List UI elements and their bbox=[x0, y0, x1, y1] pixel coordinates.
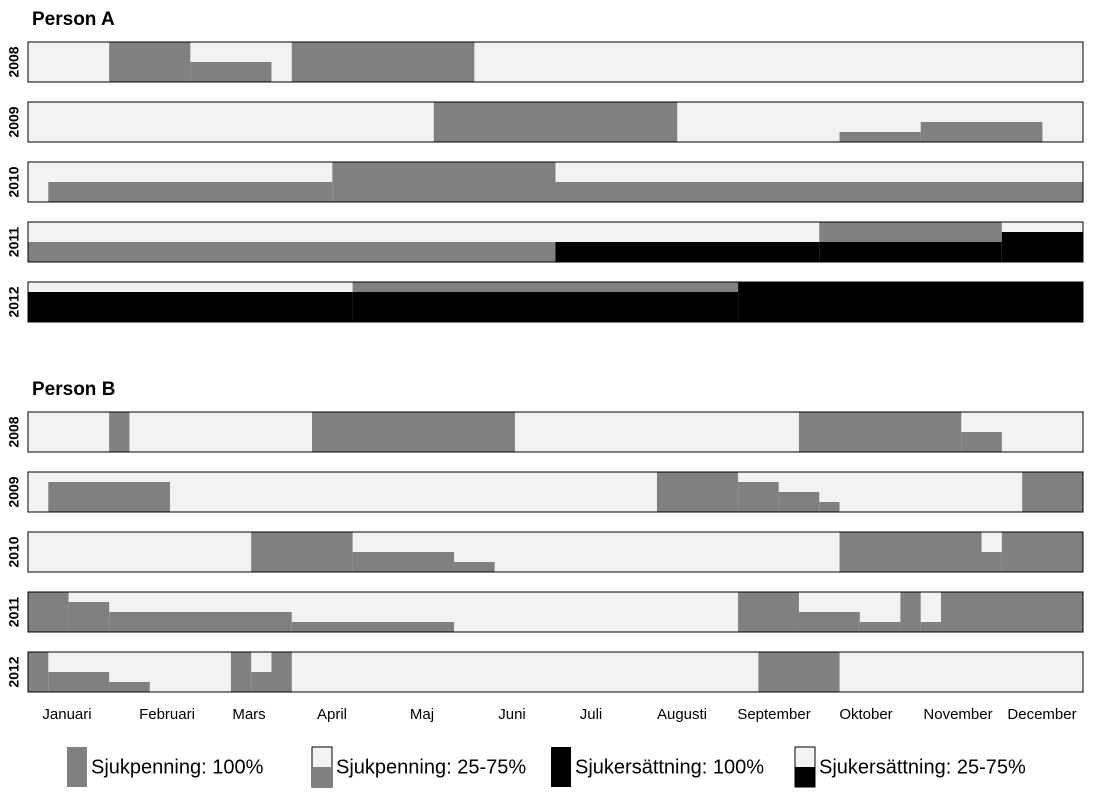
sjukpenning-bar bbox=[454, 562, 495, 572]
row-frame bbox=[27, 411, 1084, 453]
legend-swatch bbox=[67, 747, 87, 787]
year-label: 2009 bbox=[6, 106, 22, 137]
sjukersattning-bar bbox=[555, 242, 820, 262]
sjukpenning-bar bbox=[109, 682, 150, 692]
sjukpenning-bar bbox=[28, 652, 49, 692]
sjukpenning-bar bbox=[981, 552, 1002, 572]
sjukpenning-bar bbox=[555, 182, 1083, 202]
month-label: Juli bbox=[580, 706, 603, 723]
month-label: Maj bbox=[410, 706, 434, 723]
sjukpenning-bar bbox=[332, 162, 556, 202]
sjukpenning-bar bbox=[48, 672, 110, 692]
sjukpenning-bar bbox=[251, 532, 353, 572]
sjukpenning-bar bbox=[291, 622, 455, 632]
month-label: November bbox=[923, 706, 992, 723]
sjukpenning-bar bbox=[352, 552, 455, 572]
sjukpenning-bar bbox=[251, 672, 272, 692]
month-label: Augusti bbox=[657, 706, 707, 723]
sjukpenning-bar bbox=[28, 592, 69, 632]
row-frame bbox=[27, 41, 1084, 83]
legend-swatch-part bbox=[312, 767, 332, 787]
sjukpenning-bar bbox=[433, 102, 678, 142]
year-label: 2008 bbox=[6, 416, 22, 447]
year-label: 2008 bbox=[6, 46, 22, 77]
sjukersattning-bar bbox=[1001, 232, 1083, 262]
year-label: 2010 bbox=[6, 166, 22, 197]
month-label: Juni bbox=[498, 706, 526, 723]
sjukpenning-bar bbox=[798, 612, 860, 632]
year-label: 2012 bbox=[6, 286, 22, 317]
sjukpenning-bar bbox=[190, 62, 272, 82]
sjukpenning-bar bbox=[352, 282, 739, 292]
sjukpenning-bar bbox=[738, 482, 779, 512]
sjukpenning-bar bbox=[738, 592, 799, 632]
legend-label: Sjukpenning: 25-75% bbox=[336, 756, 526, 778]
sjukpenning-bar bbox=[1022, 472, 1083, 512]
sjukpenning-bar bbox=[271, 652, 292, 692]
sjukpenning-bar bbox=[819, 222, 1002, 242]
sjukpenning-bar bbox=[312, 412, 515, 452]
row-frame bbox=[27, 531, 1084, 573]
row-background bbox=[28, 472, 1083, 512]
sjukpenning-bar bbox=[48, 482, 171, 512]
sjukpenning-bar bbox=[109, 612, 292, 632]
row-background bbox=[28, 652, 1083, 692]
row-frame bbox=[27, 281, 1084, 323]
legend-label: Sjukersättning: 25-75% bbox=[819, 756, 1026, 778]
legend-swatch bbox=[551, 747, 571, 787]
row-frame bbox=[27, 101, 1084, 143]
row-frame bbox=[27, 471, 1084, 513]
month-label: Mars bbox=[232, 706, 265, 723]
row-frame bbox=[27, 651, 1084, 693]
sjukpenning-bar bbox=[839, 532, 982, 572]
sjukpenning-bar bbox=[109, 412, 130, 452]
month-label: December bbox=[1007, 706, 1076, 723]
sjukpenning-bar bbox=[839, 132, 921, 142]
month-label: Januari bbox=[42, 706, 91, 723]
sjukpenning-bar bbox=[48, 182, 333, 202]
sjukpenning-bar bbox=[798, 412, 962, 452]
row-frame bbox=[27, 221, 1084, 263]
month-label: September bbox=[737, 706, 810, 723]
sjukpenning-bar bbox=[28, 242, 556, 262]
sjukpenning-bar bbox=[920, 122, 1043, 142]
sjukpenning-bar bbox=[859, 622, 901, 632]
sjukpenning-bar bbox=[68, 602, 110, 632]
year-label: 2011 bbox=[6, 227, 22, 258]
sjukpenning-bar bbox=[778, 492, 820, 512]
sjukersattning-bar bbox=[352, 292, 739, 322]
year-label: 2011 bbox=[6, 597, 22, 628]
legend-label: Sjukpenning: 100% bbox=[91, 756, 264, 778]
sjukpenning-bar bbox=[1001, 532, 1083, 572]
legend-label: Sjukersättning: 100% bbox=[575, 756, 764, 778]
sjukersattning-bar bbox=[819, 242, 1002, 262]
row-frame bbox=[27, 161, 1084, 203]
legend-swatch-part bbox=[795, 767, 815, 787]
sjukersattning-bar bbox=[738, 282, 1083, 322]
sjukpenning-bar bbox=[230, 652, 252, 692]
sjukersattning-bar bbox=[28, 292, 353, 322]
sjukpenning-bar bbox=[900, 592, 921, 632]
sjukpenning-bar bbox=[109, 42, 191, 82]
sjukpenning-bar bbox=[819, 502, 840, 512]
year-label: 2012 bbox=[6, 656, 22, 687]
sjukpenning-bar bbox=[656, 472, 739, 512]
panel-title: Person B bbox=[32, 379, 115, 400]
row-frame bbox=[27, 591, 1084, 633]
year-label: 2010 bbox=[6, 536, 22, 567]
sjukpenning-bar bbox=[758, 652, 840, 692]
sjukpenning-bar bbox=[291, 42, 475, 82]
sjukpenning-bar bbox=[940, 592, 1083, 632]
year-label: 2009 bbox=[6, 476, 22, 507]
month-label: April bbox=[317, 706, 347, 723]
month-label: Februari bbox=[139, 706, 195, 723]
panel-title: Person A bbox=[32, 9, 115, 30]
sjukpenning-bar bbox=[920, 622, 941, 632]
month-label: Oktober bbox=[839, 706, 892, 723]
sjukpenning-bar bbox=[961, 432, 1002, 452]
